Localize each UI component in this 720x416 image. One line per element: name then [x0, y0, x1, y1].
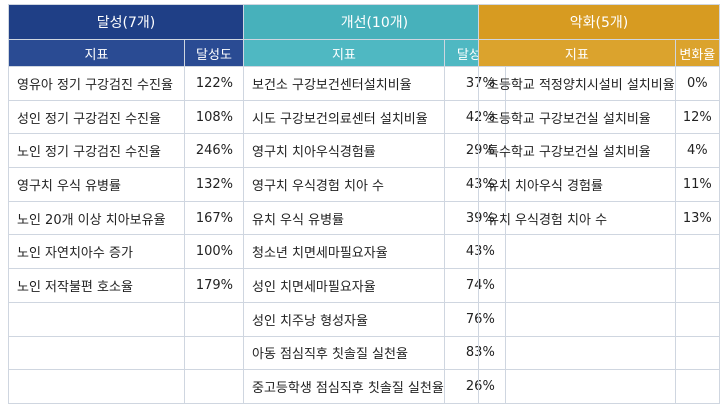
table-row: 노인 20개 이상 치아보유율 167%	[8, 200, 244, 236]
indicator-value: 132%	[184, 167, 244, 202]
indicator-value: 11%	[674, 167, 720, 202]
table-row: 유치 치아우식 경험률 11%	[478, 167, 720, 202]
empty-row	[478, 369, 720, 404]
table-row: 성인 치주낭 형성자율 76%	[243, 301, 506, 337]
empty-cell	[674, 301, 720, 337]
indicator-value: 4%	[674, 133, 720, 169]
empty-cell	[674, 268, 720, 303]
table-row: 성인 치면세마필요자율 74%	[243, 268, 506, 303]
indicator-name: 영구치 치아우식경험률	[243, 133, 445, 169]
empty-row	[478, 234, 720, 270]
empty-row	[8, 369, 244, 404]
table-row: 보건소 구강보건센터설치비율 37%	[243, 66, 506, 101]
table-row: 중고등학생 점심직후 칫솔질 실천율 26%	[243, 369, 506, 404]
empty-row	[478, 268, 720, 303]
indicator-name: 중고등학생 점심직후 칫솔질 실천율	[243, 369, 445, 404]
empty-cell	[478, 335, 676, 371]
table-row: 유치 우식경험 치아 수 13%	[478, 200, 720, 236]
indicator-value: 12%	[674, 99, 720, 135]
indicator-name: 초등학교 구강보건실 설치비율	[478, 99, 676, 135]
indicator-name: 노인 저작불편 호소율	[8, 268, 185, 303]
indicator-name: 성인 치면세마필요자율	[243, 268, 445, 303]
worsened-col-value: 변화율	[674, 39, 720, 67]
achieved-col-value: 달성도	[184, 39, 244, 67]
empty-cell	[674, 335, 720, 371]
table-row: 노인 정기 구강검진 수진율 246%	[8, 133, 244, 169]
table-row: 영구치 치아우식경험률 29%	[243, 133, 506, 169]
indicator-name: 성인 정기 구강검진 수진율	[8, 99, 185, 135]
indicator-name: 보건소 구강보건센터설치비율	[243, 66, 445, 101]
worsened-table: 악화(5개) 지표 변화율 초등학교 적정양치시설비 설치비율 0% 초등학교 구…	[478, 4, 720, 404]
table-row: 영구치 우식 유병률 132%	[8, 167, 244, 202]
empty-cell	[8, 335, 185, 371]
table-row: 초등학교 적정양치시설비 설치비율 0%	[478, 66, 720, 101]
table-row: 아동 점심직후 칫솔질 실천율 83%	[243, 335, 506, 371]
indicator-name: 특수학교 구강보건실 설치비율	[478, 133, 676, 169]
indicator-name: 유치 우식 유병률	[243, 200, 445, 236]
indicator-name: 영구치 우식경험 치아 수	[243, 167, 445, 202]
indicator-name: 초등학교 적정양치시설비 설치비율	[478, 66, 676, 101]
indicator-value: 179%	[184, 268, 244, 303]
indicator-name: 시도 구강보건의료센터 설치비율	[243, 99, 445, 135]
empty-cell	[184, 369, 244, 404]
improved-title: 개선(10개)	[243, 4, 506, 40]
empty-cell	[674, 234, 720, 270]
indicator-value: 0%	[674, 66, 720, 101]
empty-cell	[8, 369, 185, 404]
indicator-name: 유치 치아우식 경험률	[478, 167, 676, 202]
empty-cell	[674, 369, 720, 404]
indicator-name: 노인 자연치아수 증가	[8, 234, 185, 270]
indicator-value: 246%	[184, 133, 244, 169]
indicator-value: 167%	[184, 200, 244, 236]
empty-cell	[184, 301, 244, 337]
table-row: 영유아 정기 구강검진 수진율 122%	[8, 66, 244, 101]
indicator-name: 노인 20개 이상 치아보유율	[8, 200, 185, 236]
empty-cell	[478, 234, 676, 270]
empty-row	[8, 335, 244, 371]
table-row: 노인 자연치아수 증가 100%	[8, 234, 244, 270]
indicator-value: 108%	[184, 99, 244, 135]
achieved-col-indicator: 지표	[8, 39, 185, 67]
indicator-name: 유치 우식경험 치아 수	[478, 200, 676, 236]
indicator-value: 122%	[184, 66, 244, 101]
table-row: 청소년 치면세마필요자율 43%	[243, 234, 506, 270]
table-row: 초등학교 구강보건실 설치비율 12%	[478, 99, 720, 135]
table-row: 특수학교 구강보건실 설치비율 4%	[478, 133, 720, 169]
table-row: 성인 정기 구강검진 수진율 108%	[8, 99, 244, 135]
indicator-value: 13%	[674, 200, 720, 236]
empty-row	[478, 335, 720, 371]
empty-cell	[478, 268, 676, 303]
empty-cell	[478, 369, 676, 404]
improved-table: 개선(10개) 지표 달성도 보건소 구강보건센터설치비율 37% 시도 구강보건…	[243, 4, 506, 404]
indicator-value: 100%	[184, 234, 244, 270]
empty-row	[8, 301, 244, 337]
indicator-name: 영유아 정기 구강검진 수진율	[8, 66, 185, 101]
table-row: 유치 우식 유병률 39%	[243, 200, 506, 236]
indicator-name: 성인 치주낭 형성자율	[243, 301, 445, 337]
indicator-name: 청소년 치면세마필요자율	[243, 234, 445, 270]
indicator-name: 영구치 우식 유병률	[8, 167, 185, 202]
indicator-name: 아동 점심직후 칫솔질 실천율	[243, 335, 445, 371]
improved-col-indicator: 지표	[243, 39, 445, 67]
table-row: 시도 구강보건의료센터 설치비율 42%	[243, 99, 506, 135]
empty-cell	[184, 335, 244, 371]
indicator-name: 노인 정기 구강검진 수진율	[8, 133, 185, 169]
empty-row	[478, 301, 720, 337]
achieved-table: 달성(7개) 지표 달성도 영유아 정기 구강검진 수진율 122% 성인 정기 …	[8, 4, 244, 404]
empty-cell	[478, 301, 676, 337]
worsened-title: 악화(5개)	[478, 4, 720, 40]
empty-cell	[8, 301, 185, 337]
table-row: 영구치 우식경험 치아 수 43%	[243, 167, 506, 202]
achieved-title: 달성(7개)	[8, 4, 244, 40]
worsened-col-indicator: 지표	[478, 39, 676, 67]
table-row: 노인 저작불편 호소율 179%	[8, 268, 244, 303]
